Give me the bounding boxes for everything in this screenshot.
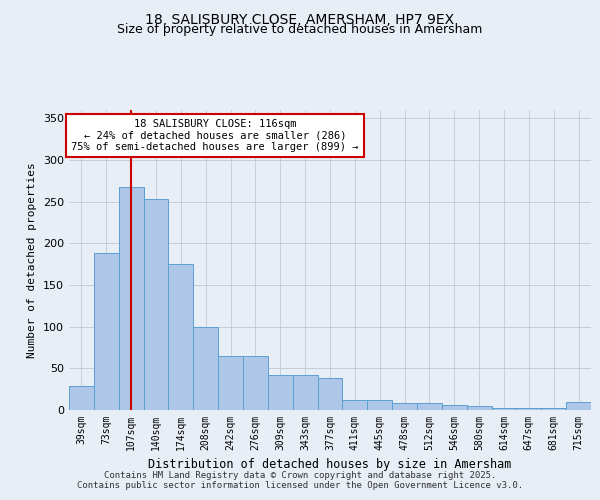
- Bar: [541, 408, 566, 410]
- Bar: [392, 404, 417, 410]
- Bar: [517, 408, 541, 410]
- Bar: [343, 400, 367, 410]
- Bar: [193, 326, 218, 410]
- Bar: [268, 375, 293, 410]
- Bar: [69, 386, 94, 410]
- Bar: [566, 402, 591, 410]
- Bar: [317, 378, 343, 410]
- Bar: [169, 264, 193, 410]
- Bar: [367, 400, 392, 410]
- Bar: [218, 356, 243, 410]
- Text: 18, SALISBURY CLOSE, AMERSHAM, HP7 9EX: 18, SALISBURY CLOSE, AMERSHAM, HP7 9EX: [145, 12, 455, 26]
- Bar: [243, 356, 268, 410]
- Bar: [491, 408, 517, 410]
- Text: Contains public sector information licensed under the Open Government Licence v3: Contains public sector information licen…: [77, 481, 523, 490]
- Bar: [442, 405, 467, 410]
- Bar: [119, 186, 143, 410]
- Bar: [293, 375, 317, 410]
- Text: 18 SALISBURY CLOSE: 116sqm
← 24% of detached houses are smaller (286)
75% of sem: 18 SALISBURY CLOSE: 116sqm ← 24% of deta…: [71, 119, 359, 152]
- Bar: [94, 254, 119, 410]
- Text: Size of property relative to detached houses in Amersham: Size of property relative to detached ho…: [118, 22, 482, 36]
- Bar: [417, 404, 442, 410]
- Bar: [467, 406, 491, 410]
- Y-axis label: Number of detached properties: Number of detached properties: [28, 162, 37, 358]
- Bar: [143, 199, 169, 410]
- X-axis label: Distribution of detached houses by size in Amersham: Distribution of detached houses by size …: [148, 458, 512, 471]
- Text: Contains HM Land Registry data © Crown copyright and database right 2025.: Contains HM Land Registry data © Crown c…: [104, 471, 496, 480]
